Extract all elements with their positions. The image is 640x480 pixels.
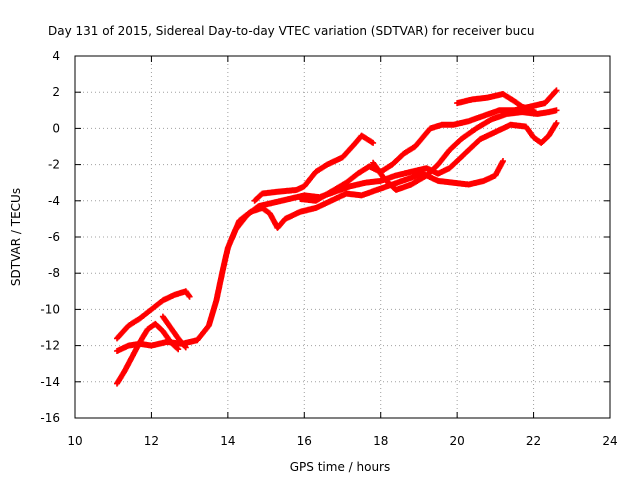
series-track-4	[159, 313, 189, 351]
data-points	[114, 87, 560, 387]
x-tick-label: 12	[144, 434, 159, 448]
series-track-9	[454, 91, 537, 114]
series-track-7	[297, 87, 560, 204]
y-tick-label: 4	[52, 49, 60, 63]
series-track-3	[114, 320, 182, 387]
series-track-2	[114, 288, 193, 342]
x-tick-label: 22	[526, 434, 541, 448]
x-tick-label: 24	[602, 434, 617, 448]
series-track-6	[251, 132, 377, 204]
y-tick-label: 2	[52, 85, 60, 99]
y-tick-label: -14	[40, 375, 60, 389]
y-tick-label: -12	[40, 339, 60, 353]
y-tick-label: -2	[48, 158, 60, 172]
chart-title: Day 131 of 2015, Sidereal Day-to-day VTE…	[48, 24, 534, 38]
series-track-8	[370, 107, 560, 193]
y-tick-label: 0	[52, 121, 60, 135]
y-tick-label: -4	[48, 194, 60, 208]
x-tick-label: 20	[450, 434, 465, 448]
y-tick-label: -8	[48, 266, 60, 280]
x-tick-label: 10	[67, 434, 82, 448]
y-axis-label: SDTVAR / TECUs	[9, 188, 23, 286]
x-tick-label: 14	[220, 434, 235, 448]
y-tick-label: -10	[40, 302, 60, 316]
series-track-5	[228, 158, 506, 242]
x-tick-label: 16	[297, 434, 312, 448]
y-tick-label: -6	[48, 230, 60, 244]
y-tick-label: -16	[40, 411, 60, 425]
x-tick-label: 18	[373, 434, 388, 448]
x-axis-label: GPS time / hours	[290, 460, 391, 474]
